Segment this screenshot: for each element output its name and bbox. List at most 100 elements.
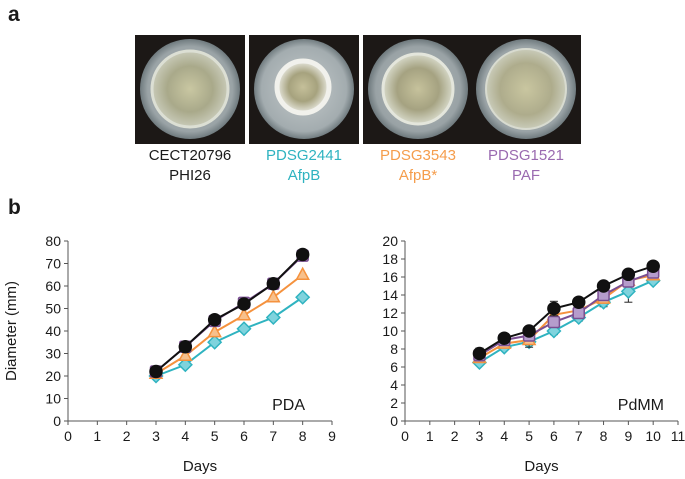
data-point — [149, 364, 163, 379]
x-tick-label: 1 — [426, 428, 434, 444]
strain-label-phi26: CECT20796 PHI26 — [125, 146, 255, 186]
y-tick-label: 40 — [45, 323, 61, 339]
data-point — [295, 266, 310, 280]
x-tick-label: 2 — [123, 428, 131, 444]
x-tick-label: 4 — [181, 428, 189, 444]
data-point — [522, 324, 536, 338]
strain-name: AfpB* — [398, 167, 438, 184]
x-tick-label: 11 — [671, 428, 685, 444]
x-tick-label: 5 — [211, 428, 219, 444]
data-point — [266, 277, 281, 291]
data-point — [236, 321, 252, 337]
x-axis-label: Days — [183, 458, 217, 475]
series-afpb — [471, 273, 661, 371]
data-point — [572, 306, 585, 320]
data-point — [547, 315, 561, 329]
x-tick-label: 6 — [550, 428, 558, 444]
strain-name: PHI26 — [169, 167, 211, 184]
data-point — [237, 297, 251, 311]
series-paf — [149, 249, 309, 378]
strain-id: PDSG1521 — [488, 147, 564, 164]
data-point — [621, 267, 636, 282]
data-point — [265, 309, 281, 326]
y-axis-label: Diameter (mm) — [3, 281, 20, 381]
petri-dish-afpb-star — [363, 35, 473, 144]
medium-label: PdMM — [618, 397, 664, 414]
y-tick-label: 20 — [382, 233, 398, 249]
x-tick-label: 4 — [500, 428, 508, 444]
strain-label-afpb-star: PDSG3543 AfpB* — [353, 146, 483, 186]
y-tick-label: 50 — [45, 301, 61, 317]
y-tick-label: 6 — [390, 359, 398, 375]
x-tick-label: 8 — [600, 428, 608, 444]
x-tick-label: 7 — [269, 428, 277, 444]
series-phi26 — [149, 247, 310, 379]
strain-id: CECT20796 — [148, 147, 232, 164]
y-tick-label: 10 — [382, 323, 398, 339]
data-point — [295, 247, 310, 262]
petri-dish-afpb — [249, 35, 359, 144]
y-tick-label: 0 — [390, 413, 398, 429]
data-point — [497, 331, 512, 345]
data-point — [571, 295, 586, 309]
data-point — [207, 334, 223, 350]
x-tick-label: 9 — [624, 428, 632, 444]
y-tick-label: 0 — [53, 413, 61, 429]
y-tick-label: 80 — [45, 233, 61, 249]
strain-label-afpb: PDSG2441 AfpB — [239, 146, 369, 186]
data-point — [177, 357, 193, 373]
data-point — [207, 313, 222, 327]
y-tick-label: 70 — [45, 256, 61, 272]
x-tick-label: 3 — [476, 428, 484, 444]
chart-pda: 0 10 20 30 40 50 60 70 80 0 1 2 3 4 5 6 7 8 9 Days Diameter … — [3, 233, 336, 475]
y-tick-label: 4 — [390, 377, 398, 393]
y-tick-label: 30 — [45, 346, 61, 362]
x-tick-label: 9 — [328, 428, 336, 444]
x-tick-label: 0 — [401, 428, 409, 444]
x-tick-label: 7 — [575, 428, 583, 444]
y-tick-label: 16 — [382, 269, 398, 285]
y-tick-label: 8 — [390, 341, 398, 357]
data-point — [207, 324, 222, 338]
data-point — [178, 347, 193, 361]
x-tick-label: 5 — [525, 428, 533, 444]
strain-label-paf: PDSG1521 PAF — [461, 146, 591, 186]
petri-dish-paf — [471, 35, 581, 144]
medium-label: PDA — [272, 397, 305, 414]
strain-name: PAF — [511, 167, 541, 184]
series-afpb — [148, 289, 311, 384]
data-point — [178, 340, 193, 354]
petri-dish-phi26 — [135, 35, 245, 144]
data-point — [596, 279, 611, 293]
data-point — [646, 259, 660, 273]
y-tick-label: 20 — [45, 368, 61, 384]
x-axis-label: Days — [524, 458, 558, 475]
strain-id: PDSG3543 — [380, 147, 456, 164]
y-tick-label: 10 — [45, 391, 61, 407]
strain-id: PDSG2441 — [266, 147, 342, 164]
panel-a-label: a — [8, 3, 20, 26]
series-line — [155, 273, 304, 375]
data-point — [620, 283, 636, 299]
x-tick-label: 3 — [152, 428, 160, 444]
y-tick-label: 12 — [382, 305, 398, 321]
y-tick-label: 2 — [390, 395, 398, 411]
series-afpb-star — [148, 266, 310, 379]
data-point — [295, 289, 311, 305]
strain-name: AfpB — [287, 167, 321, 184]
x-tick-label: 2 — [451, 428, 459, 444]
y-tick-label: 14 — [382, 287, 398, 303]
x-tick-label: 1 — [93, 428, 101, 444]
x-tick-label: 0 — [64, 428, 72, 444]
y-tick-label: 60 — [45, 278, 61, 294]
y-tick-label: 18 — [382, 251, 398, 267]
x-tick-label: 8 — [299, 428, 307, 444]
data-point — [547, 301, 561, 316]
x-tick-label: 6 — [240, 428, 248, 444]
panel-b-label: b — [8, 196, 21, 219]
x-tick-label: 10 — [645, 428, 661, 444]
data-point — [236, 307, 252, 321]
data-point — [266, 289, 281, 303]
data-point — [472, 346, 487, 361]
